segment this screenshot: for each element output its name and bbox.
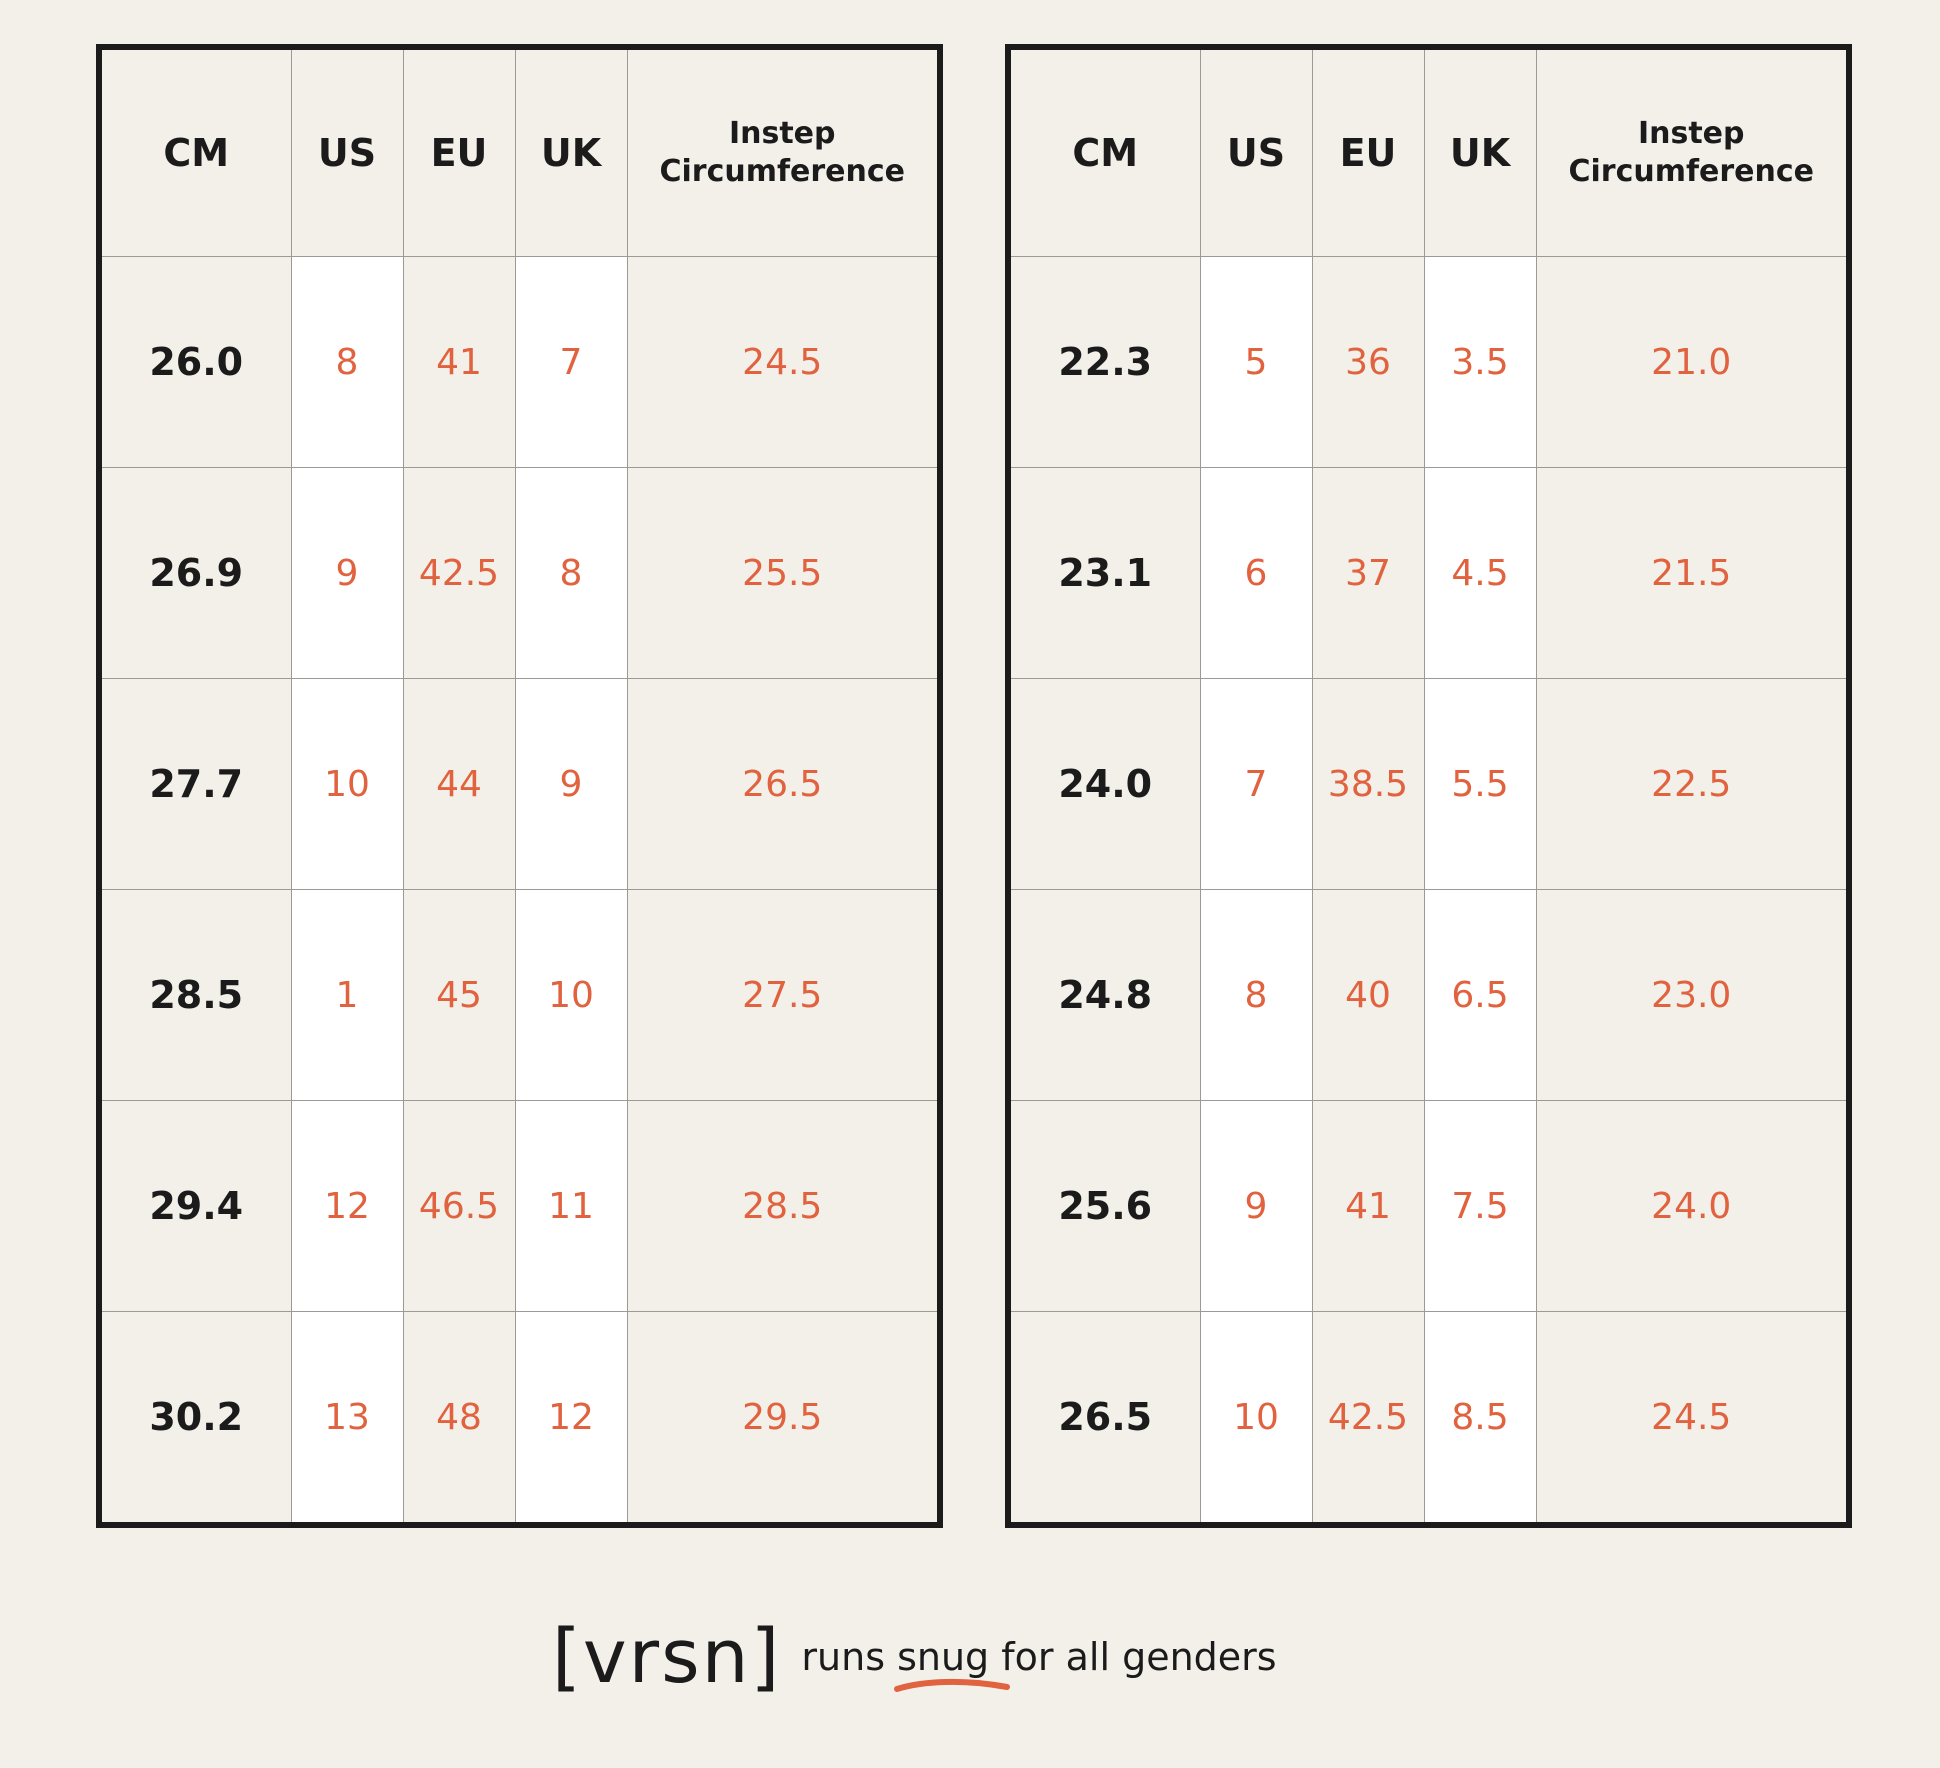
header-row: CM US EU UK Instep Circumference — [1008, 47, 1849, 257]
table-row: 22.3 5 36 3.5 21.0 — [1008, 256, 1849, 468]
header-instep: Instep Circumference — [1535, 47, 1849, 257]
eu-cell: 41 — [1311, 1100, 1424, 1312]
size-table-left: CM US EU UK Instep Circumference 26.0 8 4… — [96, 44, 943, 1528]
header-eu: EU — [402, 47, 515, 257]
cm-cell: 29.4 — [99, 1100, 291, 1312]
cm-cell: 30.2 — [99, 1311, 291, 1525]
cm-cell: 28.5 — [99, 889, 291, 1101]
header-instep-line1: Instep — [1637, 116, 1745, 151]
header-instep-line2: Circumference — [659, 154, 906, 189]
size-table-right: CM US EU UK Instep Circumference 22.3 5 3… — [1005, 44, 1852, 1528]
cm-cell: 22.3 — [1008, 256, 1200, 468]
instep-cell: 24.5 — [626, 256, 940, 468]
instep-cell: 24.0 — [1535, 1100, 1849, 1312]
cm-cell: 25.6 — [1008, 1100, 1200, 1312]
tagline-before: runs — [801, 1635, 898, 1679]
instep-cell: 25.5 — [626, 467, 940, 679]
table-row: 26.9 9 42.5 8 25.5 — [99, 467, 940, 679]
uk-cell: 8.5 — [1423, 1311, 1536, 1525]
us-cell: 9 — [290, 467, 403, 679]
header-row: CM US EU UK Instep Circumference — [99, 47, 940, 257]
us-cell: 9 — [1199, 1100, 1312, 1312]
uk-cell: 11 — [514, 1100, 627, 1312]
footer: [vrsn] runs snug for all genders — [552, 1612, 1277, 1702]
eu-cell: 42.5 — [1311, 1311, 1424, 1525]
table-row: 24.0 7 38.5 5.5 22.5 — [1008, 678, 1849, 890]
cm-cell: 23.1 — [1008, 467, 1200, 679]
eu-cell: 41 — [402, 256, 515, 468]
tagline-highlight: snug — [894, 1635, 1011, 1692]
header-cm: CM — [163, 131, 230, 175]
eu-cell: 46.5 — [402, 1100, 515, 1312]
instep-cell: 22.5 — [1535, 678, 1849, 890]
table-row: 28.5 1 45 10 27.5 — [99, 889, 940, 1101]
us-cell: 8 — [290, 256, 403, 468]
table-row: 26.0 8 41 7 24.5 — [99, 256, 940, 468]
uk-cell: 9 — [514, 678, 627, 890]
header-eu: EU — [1311, 47, 1424, 257]
cm-cell: 26.9 — [99, 467, 291, 679]
cm-cell: 26.5 — [1008, 1311, 1200, 1525]
instep-cell: 23.0 — [1535, 889, 1849, 1101]
tagline-after: for all genders — [989, 1635, 1277, 1679]
table-row: 29.4 12 46.5 11 28.5 — [99, 1100, 940, 1312]
table-row: 26.5 10 42.5 8.5 24.5 — [1008, 1311, 1849, 1525]
us-cell: 10 — [1199, 1311, 1312, 1525]
header-us: US — [1199, 47, 1312, 257]
header-instep: Instep Circumference — [626, 47, 940, 257]
instep-cell: 27.5 — [626, 889, 940, 1101]
eu-cell: 48 — [402, 1311, 515, 1525]
cm-cell: 26.0 — [99, 256, 291, 468]
instep-cell: 24.5 — [1535, 1311, 1849, 1525]
eu-cell: 37 — [1311, 467, 1424, 679]
instep-cell: 28.5 — [626, 1100, 940, 1312]
instep-cell: 21.5 — [1535, 467, 1849, 679]
eu-cell: 44 — [402, 678, 515, 890]
uk-cell: 7 — [514, 256, 627, 468]
us-cell: 8 — [1199, 889, 1312, 1101]
header-instep-line1: Instep — [728, 116, 836, 151]
table-row: 30.2 13 48 12 29.5 — [99, 1311, 940, 1525]
header-uk: UK — [1423, 47, 1536, 257]
squiggle-underline-icon — [894, 1678, 1011, 1692]
uk-cell: 10 — [514, 889, 627, 1101]
header-us: US — [290, 47, 403, 257]
table-row: 24.8 8 40 6.5 23.0 — [1008, 889, 1849, 1101]
instep-cell: 26.5 — [626, 678, 940, 890]
cm-cell: 24.8 — [1008, 889, 1200, 1101]
uk-cell: 5.5 — [1423, 678, 1536, 890]
us-cell: 6 — [1199, 467, 1312, 679]
uk-cell: 6.5 — [1423, 889, 1536, 1101]
tagline: runs snug for all genders — [801, 1635, 1277, 1692]
header-uk: UK — [514, 47, 627, 257]
header-instep-line2: Circumference — [1568, 154, 1815, 189]
eu-cell: 36 — [1311, 256, 1424, 468]
table-row: 25.6 9 41 7.5 24.0 — [1008, 1100, 1849, 1312]
eu-cell: 38.5 — [1311, 678, 1424, 890]
header-cm: CM — [1072, 131, 1139, 175]
eu-cell: 42.5 — [402, 467, 515, 679]
us-cell: 13 — [290, 1311, 403, 1525]
eu-cell: 45 — [402, 889, 515, 1101]
instep-cell: 21.0 — [1535, 256, 1849, 468]
uk-cell: 4.5 — [1423, 467, 1536, 679]
us-cell: 12 — [290, 1100, 403, 1312]
us-cell: 1 — [290, 889, 403, 1101]
table-row: 27.7 10 44 9 26.5 — [99, 678, 940, 890]
cm-cell: 24.0 — [1008, 678, 1200, 890]
table-row: 23.1 6 37 4.5 21.5 — [1008, 467, 1849, 679]
tagline-highlight-text: snug — [897, 1635, 990, 1679]
uk-cell: 3.5 — [1423, 256, 1536, 468]
us-cell: 5 — [1199, 256, 1312, 468]
us-cell: 7 — [1199, 678, 1312, 890]
us-cell: 10 — [290, 678, 403, 890]
vrsn-logo: [vrsn] — [552, 1614, 782, 1700]
instep-cell: 29.5 — [626, 1311, 940, 1525]
uk-cell: 8 — [514, 467, 627, 679]
cm-cell: 27.7 — [99, 678, 291, 890]
eu-cell: 40 — [1311, 889, 1424, 1101]
uk-cell: 7.5 — [1423, 1100, 1536, 1312]
uk-cell: 12 — [514, 1311, 627, 1525]
